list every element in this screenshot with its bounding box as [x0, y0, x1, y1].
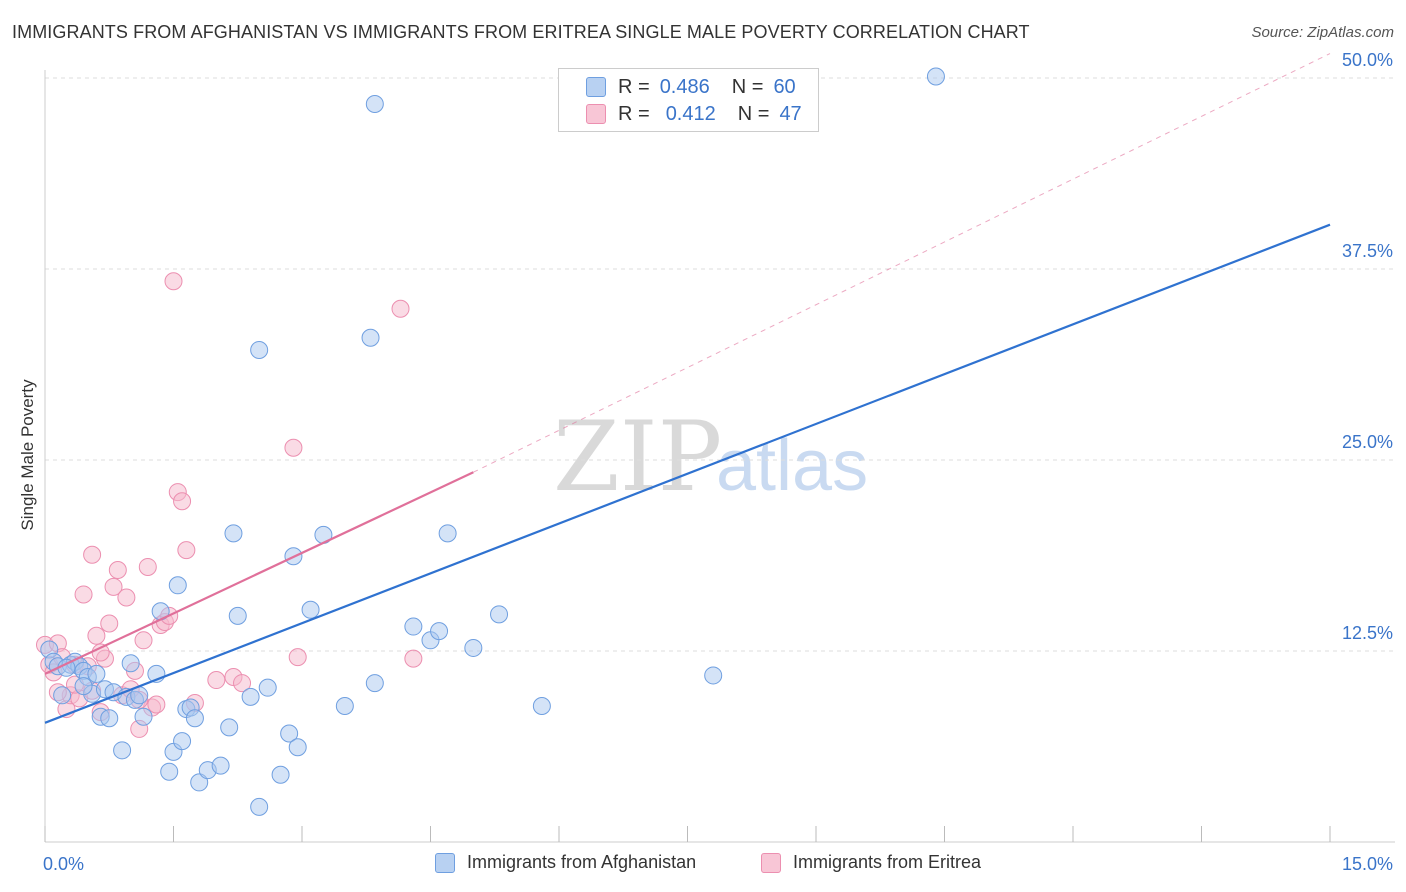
- eritrea-point: [100, 614, 119, 633]
- y-axis-label: Single Male Poverty: [18, 379, 37, 531]
- afghanistan-point: [113, 741, 132, 760]
- correlation-legend: R = 0.486 N = 60 R = 0.412 N = 47: [558, 68, 819, 132]
- afghanistan-point: [430, 622, 449, 641]
- eritrea-point: [87, 626, 106, 645]
- x-tick-label: 15.0%: [1342, 854, 1393, 874]
- legend-n-label: N =: [731, 75, 764, 98]
- afghanistan-point: [280, 724, 299, 743]
- afghanistan-point: [365, 94, 384, 113]
- eritrea-point: [284, 438, 303, 457]
- watermark-atlas: atlas: [716, 426, 868, 506]
- afghanistan-point: [121, 654, 140, 673]
- eritrea-point: [108, 561, 127, 580]
- legend-swatch-blue: [586, 77, 606, 97]
- afghanistan-point: [173, 732, 192, 751]
- legend-r-value: 0.412: [665, 102, 716, 125]
- afghanistan-point: [704, 666, 723, 685]
- afghanistan-point: [241, 687, 260, 706]
- source-label: Source: ZipAtlas.com: [1251, 24, 1394, 41]
- afghanistan-point: [185, 709, 204, 728]
- afghanistan-point: [258, 678, 277, 697]
- afghanistan-point: [271, 765, 290, 784]
- legend-n-value: 47: [779, 102, 802, 125]
- eritrea-point: [391, 299, 410, 318]
- eritrea-point: [138, 557, 157, 576]
- eritrea-point: [404, 649, 423, 668]
- afghanistan-point: [361, 328, 380, 347]
- afghanistan-trendline: [44, 223, 1331, 724]
- afghanistan-point: [211, 756, 230, 775]
- afghanistan-point: [250, 340, 269, 359]
- bottom-legend-swatch-pink: [761, 852, 781, 873]
- legend-r-label: R =: [618, 102, 650, 125]
- afghanistan-point: [301, 600, 320, 619]
- y-tick-label: 25.0%: [1342, 432, 1393, 452]
- legend-r-value: 0.486: [659, 75, 710, 98]
- afghanistan-point: [532, 697, 551, 716]
- legend-row-eritrea: R = 0.412 N = 47: [586, 102, 802, 126]
- afghanistan-point: [365, 674, 384, 693]
- eritrea-point: [134, 631, 153, 650]
- bottom-legend-label: Immigrants from Afghanistan: [467, 852, 697, 872]
- legend-swatch-pink: [586, 104, 606, 124]
- afghanistan-point: [190, 773, 209, 792]
- afghanistan-point: [168, 576, 187, 595]
- afghanistan-point: [288, 738, 307, 757]
- afghanistan-point: [464, 638, 483, 657]
- afghanistan-point: [100, 709, 119, 728]
- bottom-legend-afghanistan: Immigrants from Afghanistan: [435, 852, 696, 873]
- afghanistan-point: [926, 67, 945, 86]
- eritrea-point: [147, 695, 166, 714]
- afghanistan-point: [438, 524, 457, 543]
- bottom-legend-label: Immigrants from Eritrea: [793, 852, 982, 872]
- legend-n-label: N =: [737, 102, 770, 125]
- bottom-legend-swatch-blue: [435, 852, 455, 873]
- eritrea-point: [177, 541, 196, 560]
- afghanistan-point: [250, 797, 269, 816]
- legend-row-afghanistan: R = 0.486 N = 60: [586, 75, 796, 99]
- y-tick-label: 12.5%: [1342, 623, 1393, 643]
- eritrea-trendline: [44, 471, 474, 675]
- eritrea-point: [104, 577, 123, 596]
- eritrea-point: [173, 492, 192, 511]
- eritrea-point: [117, 588, 136, 607]
- afghanistan-point: [228, 606, 247, 625]
- legend-n-value: 60: [773, 75, 796, 98]
- chart-title: IMMIGRANTS FROM AFGHANISTAN VS IMMIGRANT…: [12, 22, 1030, 42]
- legend-r-label: R =: [618, 75, 650, 98]
- afghanistan-point: [87, 664, 106, 683]
- watermark-zip: ZIP: [553, 401, 722, 513]
- eritrea-point: [207, 671, 226, 690]
- eritrea-point: [74, 585, 93, 604]
- y-tick-label: 50.0%: [1342, 50, 1393, 70]
- afghanistan-point: [53, 686, 72, 705]
- afghanistan-point: [335, 697, 354, 716]
- bottom-legend-eritrea: Immigrants from Eritrea: [761, 852, 981, 873]
- y-tick-label: 37.5%: [1342, 241, 1393, 261]
- eritrea-point: [288, 648, 307, 667]
- eritrea-point: [233, 674, 252, 693]
- afghanistan-point: [160, 762, 179, 781]
- afghanistan-point: [490, 605, 509, 624]
- afghanistan-point: [224, 524, 243, 543]
- afghanistan-point: [74, 677, 93, 696]
- afghanistan-point: [404, 617, 423, 636]
- eritrea-point: [164, 272, 183, 291]
- afghanistan-point: [220, 718, 239, 737]
- x-tick-label: 0.0%: [43, 854, 84, 874]
- afghanistan-point: [134, 707, 153, 726]
- eritrea-point: [83, 545, 102, 564]
- eritrea-trendline-extension: [473, 53, 1331, 473]
